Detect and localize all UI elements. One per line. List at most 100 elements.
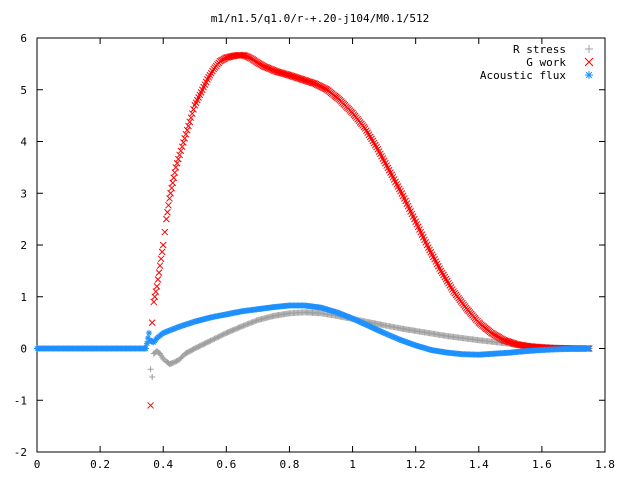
data-point	[180, 139, 187, 146]
data-point	[386, 332, 393, 339]
data-point	[222, 330, 229, 337]
data-point	[273, 68, 281, 75]
data-point	[149, 373, 156, 380]
data-point	[220, 331, 227, 338]
data-point	[185, 122, 192, 130]
data-point	[208, 337, 215, 344]
data-point	[176, 151, 183, 159]
legend-marker	[585, 71, 593, 79]
data-point	[243, 321, 250, 328]
data-point	[277, 69, 284, 77]
data-point	[155, 269, 163, 276]
legend-label: G work	[526, 56, 566, 69]
data-point	[186, 118, 194, 126]
y-tick-label: -2	[14, 446, 27, 459]
data-point	[173, 324, 180, 331]
legend-marker	[584, 57, 594, 67]
data-point	[281, 70, 288, 78]
data-point	[166, 327, 173, 334]
data-point	[169, 179, 177, 187]
data-point	[171, 169, 179, 176]
data-point	[381, 329, 388, 336]
data-point	[275, 69, 283, 76]
data-point	[244, 321, 251, 328]
x-tick-label: 1.8	[595, 458, 615, 471]
data-point	[190, 106, 197, 113]
data-point	[143, 340, 150, 347]
data-point	[163, 215, 170, 223]
data-point	[248, 319, 255, 326]
data-point	[392, 335, 399, 342]
x-tick-label: 1.6	[532, 458, 552, 471]
data-point	[172, 164, 180, 171]
data-point	[210, 336, 217, 343]
data-point	[160, 329, 167, 336]
series-acoustic-flux	[34, 302, 593, 358]
data-point	[177, 147, 185, 155]
data-point	[395, 336, 402, 343]
data-point	[173, 159, 181, 167]
chart-title: m1/n1.5/q1.0/r-+.20-j104/M0.1/512	[211, 12, 430, 25]
data-point	[152, 288, 160, 295]
data-point	[188, 110, 196, 117]
y-tick-label: -1	[14, 394, 27, 407]
data-point	[169, 326, 176, 333]
data-point	[383, 331, 390, 338]
x-tick-label: 0.4	[153, 458, 173, 471]
data-point	[175, 155, 182, 163]
data-point	[178, 143, 186, 151]
data-point	[283, 71, 291, 78]
legend-label: R stress	[513, 43, 566, 56]
data-point	[181, 135, 189, 142]
data-point	[219, 331, 226, 338]
data-point	[241, 322, 248, 329]
data-point	[153, 283, 161, 290]
data-point	[222, 54, 230, 62]
x-tick-label: 0.6	[216, 458, 236, 471]
data-point	[169, 359, 176, 366]
y-tick-label: 6	[20, 32, 27, 45]
y-tick-label: 2	[20, 239, 27, 252]
data-point	[164, 208, 171, 216]
data-point	[162, 328, 169, 335]
data-point	[586, 345, 593, 352]
data-point	[172, 325, 179, 332]
data-point	[250, 318, 257, 325]
data-point	[151, 293, 159, 301]
y-tick-label: 0	[20, 343, 27, 356]
data-point	[387, 332, 394, 339]
data-point	[165, 201, 172, 209]
data-point	[274, 68, 282, 76]
data-point	[154, 276, 162, 283]
data-point	[207, 337, 214, 344]
data-point	[168, 326, 175, 333]
data-point	[164, 328, 171, 335]
data-point	[391, 334, 398, 341]
data-point	[249, 319, 256, 326]
data-point	[225, 53, 233, 61]
data-point	[224, 54, 231, 61]
x-tick-label: 1.4	[469, 458, 489, 471]
data-point	[142, 345, 149, 352]
data-point	[215, 333, 222, 340]
data-point	[237, 323, 244, 330]
data-point	[216, 333, 223, 340]
x-tick-label: 0	[34, 458, 41, 471]
data-point	[240, 52, 248, 59]
data-point	[170, 174, 178, 182]
y-tick-label: 4	[20, 136, 27, 149]
series-layer	[34, 51, 593, 409]
data-point	[156, 262, 164, 270]
data-point	[252, 318, 259, 325]
x-tick-label: 0.8	[280, 458, 300, 471]
data-point	[245, 320, 252, 327]
axis-ticks: 0 0.2 0.4 0.6 0.8 1 1.2 1.4 1.6 1.8 -2 -1 0 1 2 3 4 5 6	[14, 32, 615, 471]
data-point	[239, 323, 246, 330]
data-point	[382, 330, 389, 337]
data-point	[170, 359, 177, 366]
legend-marker	[585, 45, 593, 53]
data-point	[214, 334, 221, 341]
